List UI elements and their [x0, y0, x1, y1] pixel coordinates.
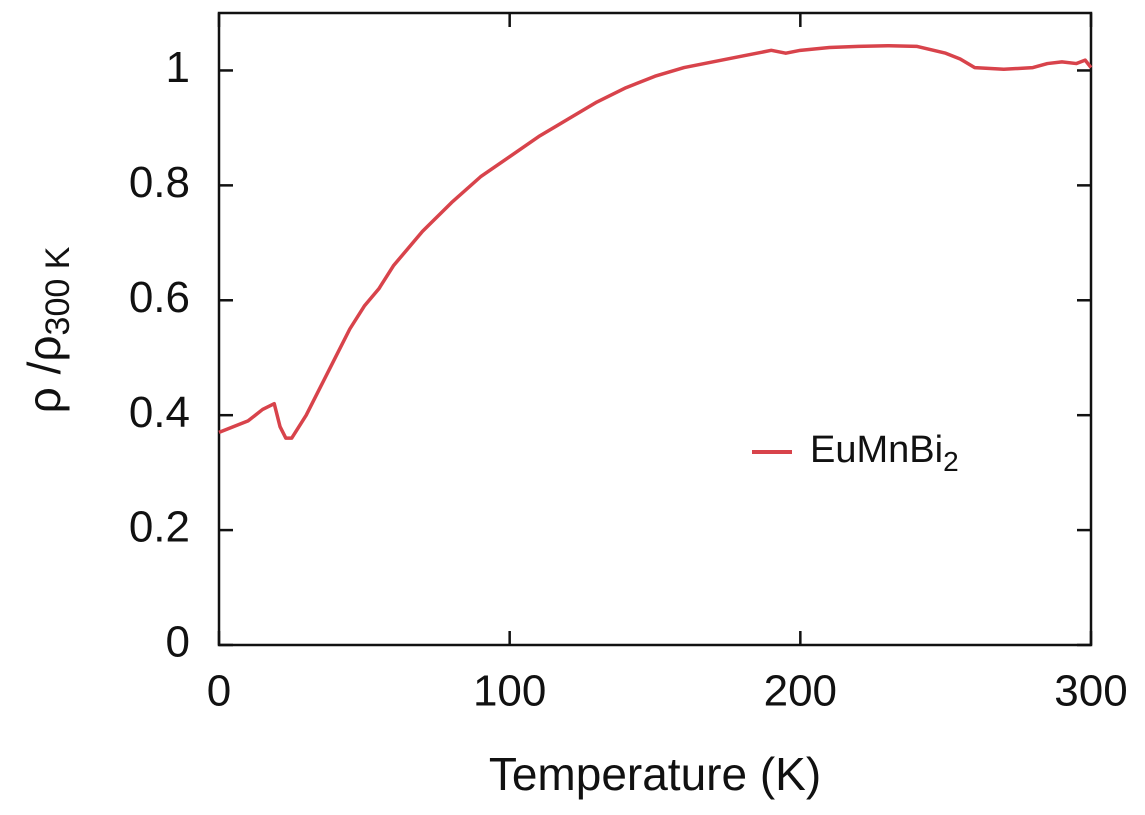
- data-line: [218, 43, 1093, 440]
- y-tick-label: 0.8: [129, 158, 190, 207]
- y-tick-label: 1: [166, 43, 190, 92]
- x-tick-label: 300: [1054, 667, 1127, 716]
- y-axis-title-subscript: 300 K: [39, 246, 77, 335]
- legend-label: EuMnBi2: [810, 429, 959, 477]
- y-tick-label: 0.6: [129, 273, 190, 322]
- y-axis-title-main: ρ /ρ: [18, 335, 70, 413]
- y-tick-label: 0: [166, 618, 190, 667]
- x-tick-label: 100: [473, 667, 546, 716]
- x-tick-label: 0: [207, 667, 231, 716]
- x-axis-title: Temperature (K): [489, 748, 821, 800]
- y-tick-label: 0.2: [129, 503, 190, 552]
- plot-frame: [217, 11, 1093, 647]
- y-axis-title: ρ /ρ300 K: [18, 246, 77, 413]
- x-tick-label: 200: [764, 667, 837, 716]
- legend-label-subscript: 2: [943, 446, 959, 477]
- y-tick-label: 0.4: [129, 388, 190, 437]
- legend-label-main: EuMnBi: [810, 429, 943, 471]
